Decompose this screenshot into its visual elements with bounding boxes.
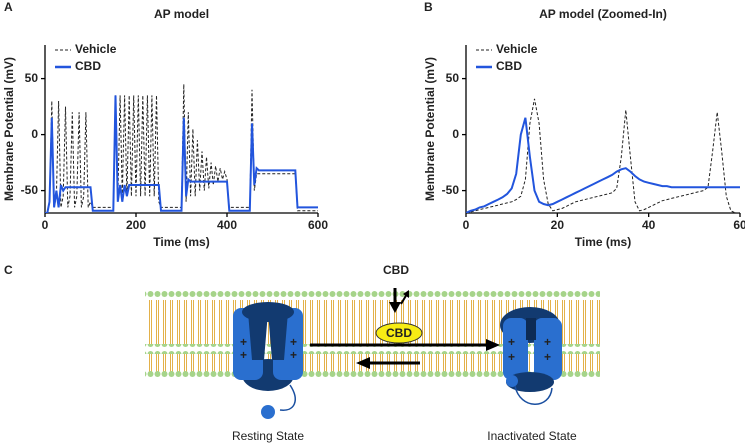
series-line <box>45 95 318 213</box>
state-arrows <box>310 288 500 369</box>
chart-title: AP model (Zoomed-In) <box>539 7 667 21</box>
legend-label: CBD <box>75 59 101 73</box>
x-tick-label: 20 <box>551 218 565 232</box>
resting-channel: ++++ <box>233 302 303 419</box>
panel-label: A <box>4 0 13 14</box>
y-tick-label: -50 <box>442 183 460 197</box>
ligand-label: CBD <box>383 263 409 277</box>
chart-title: AP model <box>154 7 209 21</box>
panel-label: B <box>424 0 433 14</box>
y-tick-label: 0 <box>452 127 459 141</box>
panel-label: C <box>4 263 13 277</box>
svg-text:+: + <box>544 350 551 364</box>
legend-label: Vehicle <box>75 42 117 56</box>
x-tick-label: 0 <box>463 218 470 232</box>
state-label: Inactivated State <box>487 429 577 443</box>
series-line <box>466 98 740 213</box>
inactivated-channel: ++++ <box>500 307 562 405</box>
x-tick-label: 200 <box>126 218 146 232</box>
svg-text:+: + <box>290 348 297 362</box>
x-axis-label: Time (ms) <box>575 235 631 249</box>
y-axis-label: Membrane Potential (mV) <box>423 57 437 201</box>
y-axis-label: Membrane Potential (mV) <box>2 57 16 201</box>
cbd-bound <box>375 322 423 344</box>
svg-text:+: + <box>290 335 297 349</box>
x-tick-label: 400 <box>217 218 237 232</box>
x-tick-label: 40 <box>642 218 656 232</box>
x-axis-label: Time (ms) <box>153 235 209 249</box>
legend-label: CBD <box>496 59 522 73</box>
bound-label: CBD <box>386 326 412 340</box>
svg-text:+: + <box>508 350 515 364</box>
svg-text:+: + <box>544 335 551 349</box>
y-tick-label: 0 <box>31 127 38 141</box>
legend-label: Vehicle <box>496 42 538 56</box>
svg-text:+: + <box>240 348 247 362</box>
svg-text:+: + <box>240 335 247 349</box>
state-label: Resting State <box>232 429 304 443</box>
series-line <box>466 117 740 213</box>
svg-text:+: + <box>508 335 515 349</box>
y-tick-label: 50 <box>25 71 39 85</box>
y-tick-label: 50 <box>446 71 460 85</box>
x-tick-label: 0 <box>42 218 49 232</box>
y-tick-label: -50 <box>21 183 39 197</box>
x-tick-label: 600 <box>308 218 328 232</box>
x-tick-label: 60 <box>733 218 745 232</box>
